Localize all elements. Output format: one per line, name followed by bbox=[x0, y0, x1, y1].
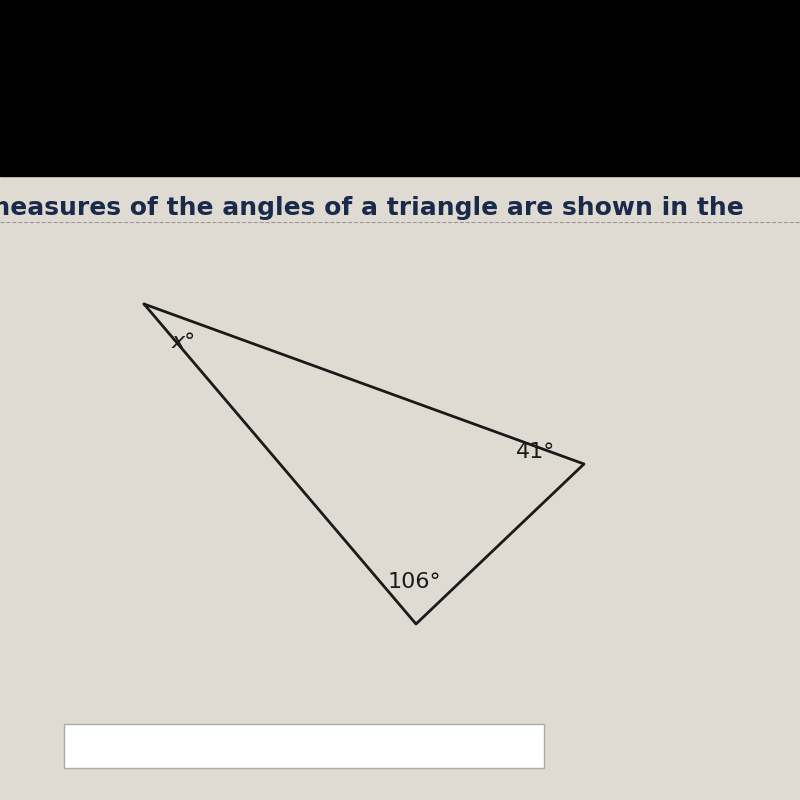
Text: 41°: 41° bbox=[516, 442, 555, 462]
Text: x°: x° bbox=[172, 332, 196, 352]
Text: 106°: 106° bbox=[388, 572, 442, 592]
Text: measures of the angles of a triangle are shown in the: measures of the angles of a triangle are… bbox=[0, 196, 744, 220]
